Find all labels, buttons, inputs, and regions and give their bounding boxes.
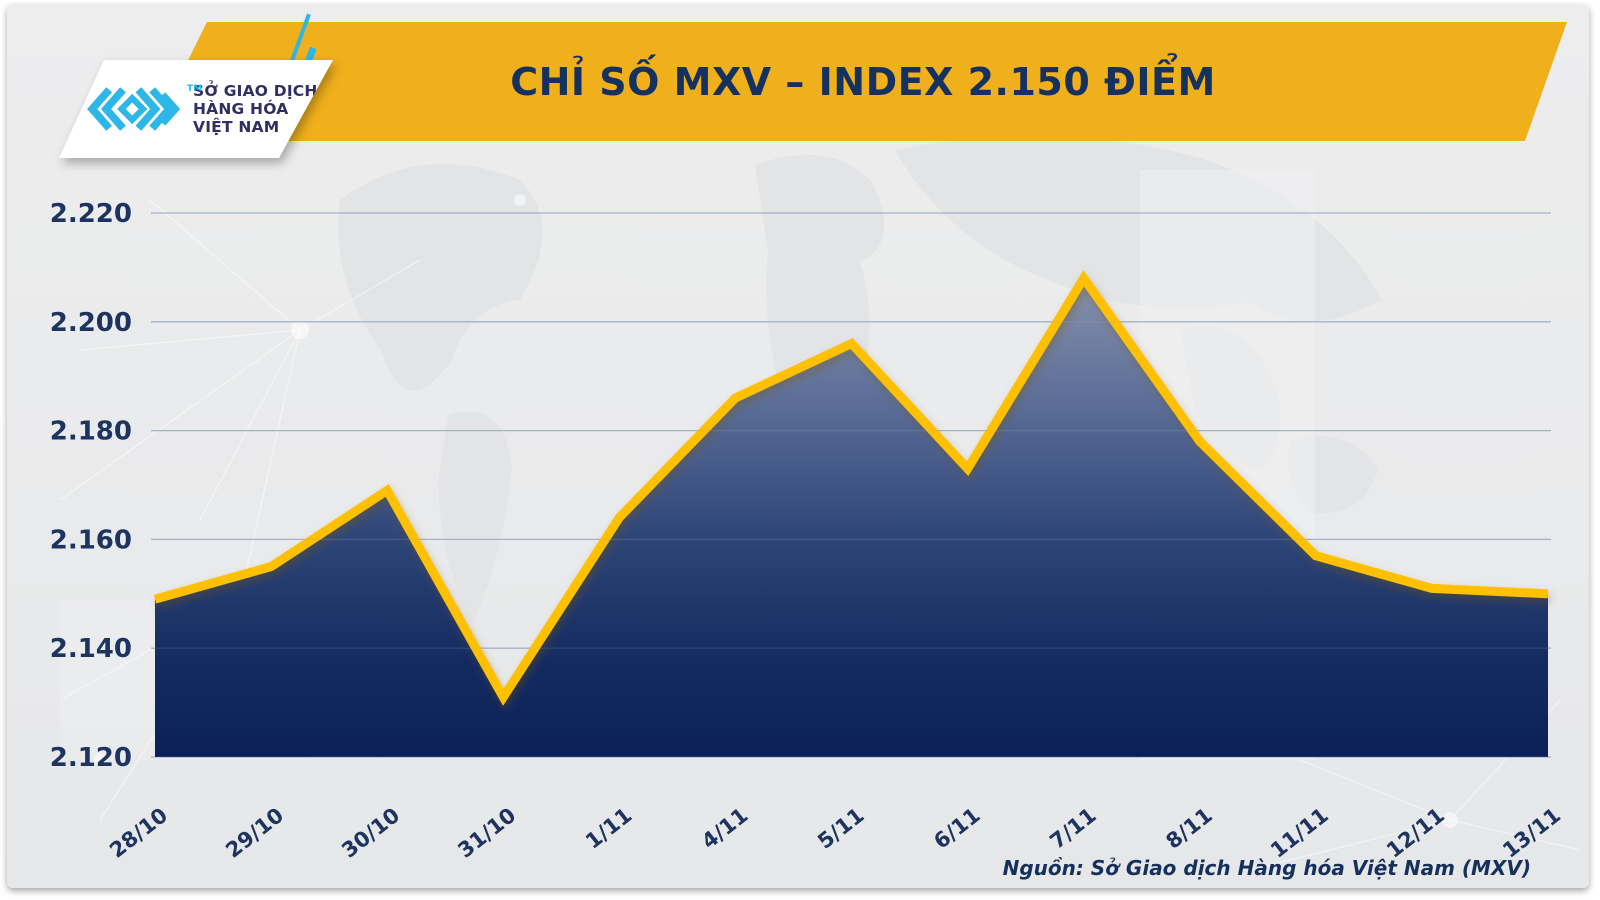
logo-text-line2: HÀNG HÓA bbox=[193, 99, 289, 118]
chart-title: CHỈ SỐ MXV – INDEX 2.150 ĐIỂM bbox=[510, 59, 1216, 104]
y-axis-tick-label: 2.200 bbox=[50, 308, 132, 338]
x-axis-tick-label: 8/11 bbox=[1161, 803, 1216, 854]
chart-canvas: 2.120 2.140 2.160 2.180 2.200 2.220 28/10 29/10… bbox=[7, 4, 1589, 888]
x-axis-tick-label: 28/10 bbox=[105, 803, 172, 863]
mxv-logo: TM SỞ GIAO DỊCH HÀNG HÓA VIỆT NAM bbox=[59, 60, 333, 158]
area-fill bbox=[155, 278, 1548, 757]
title-banner: CHỈ SỐ MXV – INDEX 2.150 ĐIỂM bbox=[148, 22, 1567, 141]
x-axis-tick-label: 11/11 bbox=[1266, 803, 1333, 863]
logo-text-line3: VIỆT NAM bbox=[193, 118, 280, 137]
x-axis-tick-label: 30/10 bbox=[337, 803, 404, 863]
x-axis-tick-label: 5/11 bbox=[813, 803, 868, 854]
x-axis-tick-label: 31/10 bbox=[453, 803, 520, 863]
trademark-label: TM bbox=[187, 84, 203, 94]
y-axis-tick-label: 2.140 bbox=[50, 634, 132, 664]
x-axis-tick-label: 4/11 bbox=[697, 803, 752, 854]
y-axis-tick-label: 2.180 bbox=[50, 417, 132, 447]
x-axis-tick-label: 6/11 bbox=[929, 803, 984, 854]
y-axis-tick-label: 2.220 bbox=[50, 199, 132, 229]
logo-plate-shadow: TM SỞ GIAO DỊCH HÀNG HÓA VIỆT NAM bbox=[33, 32, 333, 158]
index-line bbox=[153, 270, 1549, 706]
x-axis-tick-label: 1/11 bbox=[581, 803, 636, 854]
y-axis-tick-label: 2.120 bbox=[50, 743, 132, 773]
chart-svg: 2.120 2.140 2.160 2.180 2.200 2.220 28/10 29/10… bbox=[50, 29, 1581, 871]
logo-text: SỞ GIAO DỊCH HÀNG HÓA VIỆT NAM bbox=[193, 82, 318, 137]
y-axis-tick-label: 2.160 bbox=[50, 525, 132, 555]
x-axis-tick-label: 7/11 bbox=[1045, 803, 1100, 854]
mxv-chevrons-icon bbox=[87, 87, 181, 131]
logo-text-line1: SỞ GIAO DỊCH bbox=[193, 81, 318, 100]
x-axis-tick-label: 29/10 bbox=[221, 803, 288, 863]
x-axis-tick-label: 12/11 bbox=[1382, 803, 1449, 863]
source-note: Nguồn: Sở Giao dịch Hàng hóa Việt Nam (M… bbox=[1002, 856, 1531, 880]
